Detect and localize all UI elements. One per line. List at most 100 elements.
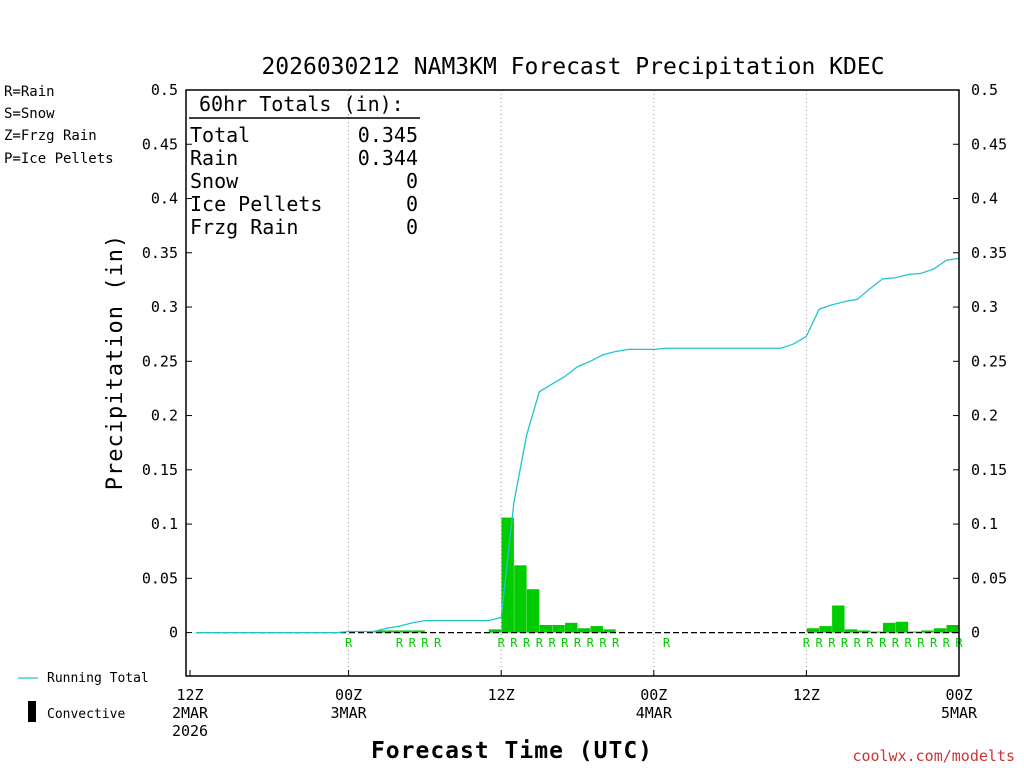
x-tick-label-0-2: 2026 xyxy=(172,722,208,740)
y-tick-label-left-6: 0.3 xyxy=(151,298,178,316)
precip-bar-9 xyxy=(552,624,565,633)
precip-bar-3 xyxy=(412,630,425,633)
precip-bar-23 xyxy=(921,630,934,633)
precip-type-mark-26: R xyxy=(930,636,938,650)
precip-type-mark-21: R xyxy=(866,636,874,650)
y-tick-label-right-1: 0.05 xyxy=(971,569,1007,587)
precip-bar-4 xyxy=(488,629,502,633)
precip-bar-0 xyxy=(374,630,387,633)
precip-bar-7 xyxy=(526,589,540,633)
y-tick-label-right-4: 0.2 xyxy=(971,407,998,425)
y-tick-label-left-5: 0.25 xyxy=(142,352,178,370)
y-tick-label-right-7: 0.35 xyxy=(971,244,1007,262)
precip-bar-18 xyxy=(857,630,870,633)
precip-type-mark-8: R xyxy=(536,636,544,650)
precip-type-mark-25: R xyxy=(917,636,925,650)
y-tick-label-left-8: 0.4 xyxy=(151,190,178,208)
x-tick-label-3-1: 4MAR xyxy=(636,704,673,722)
precip-bar-15 xyxy=(819,626,832,633)
y-tick-label-left-9: 0.45 xyxy=(142,135,178,153)
precip-type-mark-14: R xyxy=(612,636,620,650)
precip-type-mark-11: R xyxy=(574,636,582,650)
precip-type-mark-16: R xyxy=(803,636,811,650)
totals-frzg-label: Frzg Rain xyxy=(190,215,298,239)
y-tick-label-left-3: 0.15 xyxy=(142,461,178,479)
precip-bar-11 xyxy=(577,628,591,633)
totals-snow-value: 0 xyxy=(406,169,418,193)
convective-legend-label: Convective xyxy=(47,707,125,722)
convective-legend-swatch xyxy=(28,701,36,722)
precip-type-mark-10: R xyxy=(561,636,569,650)
x-tick-label-4-0: 12Z xyxy=(793,686,820,704)
y-tick-label-right-9: 0.45 xyxy=(971,135,1007,153)
precip-type-mark-27: R xyxy=(943,636,951,650)
precip-bar-1 xyxy=(387,630,400,633)
precip-type-mark-5: R xyxy=(498,636,506,650)
totals-total-label: Total xyxy=(190,123,250,147)
precip-type-mark-2: R xyxy=(409,636,417,650)
totals-box: 60hr Totals (in): Total 0.345 Rain 0.344… xyxy=(189,92,420,239)
precip-type-mark-12: R xyxy=(587,636,595,650)
y-tick-label-right-0: 0 xyxy=(971,624,980,642)
x-tick-label-0-1: 2MAR xyxy=(172,704,209,722)
y-tick-label-right-5: 0.25 xyxy=(971,352,1007,370)
precip-type-mark-22: R xyxy=(879,636,887,650)
precip-bar-17 xyxy=(844,629,858,633)
precip-type-mark-4: R xyxy=(434,636,442,650)
x-tick-label-3-0: 00Z xyxy=(640,686,667,704)
x-tick-label-2-0: 12Z xyxy=(488,686,515,704)
precip-type-mark-15: R xyxy=(663,636,671,650)
y-tick-label-left-10: 0.5 xyxy=(151,81,178,99)
y-tick-label-right-8: 0.4 xyxy=(971,190,998,208)
y-tick-label-left-2: 0.1 xyxy=(151,515,178,533)
y-tick-label-right-3: 0.15 xyxy=(971,461,1007,479)
x-tick-label-0-0: 12Z xyxy=(176,686,203,704)
x-tick-label-5-1: 5MAR xyxy=(941,704,978,722)
y-tick-label-right-10: 0.5 xyxy=(971,81,998,99)
precip-bar-16 xyxy=(832,605,845,633)
totals-ice-value: 0 xyxy=(406,192,418,216)
precip-bar-20 xyxy=(882,622,896,633)
precip-bar-14 xyxy=(806,628,820,633)
y-tick-label-left-4: 0.2 xyxy=(151,407,178,425)
precip-bar-24 xyxy=(933,628,947,633)
legend-frzg-rain: Z=Frzg Rain xyxy=(4,128,97,144)
x-tick-label-5-0: 00Z xyxy=(945,686,972,704)
legend-rain: R=Rain xyxy=(4,84,55,100)
precip-bar-12 xyxy=(590,626,603,633)
legend-ice-pellets: P=Ice Pellets xyxy=(4,151,114,167)
precip-type-mark-20: R xyxy=(854,636,862,650)
precip-bar-13 xyxy=(603,629,616,633)
precip-type-mark-3: R xyxy=(421,636,429,650)
running-total-legend-label: Running Total xyxy=(47,671,149,686)
x-axis-label: Forecast Time (UTC) xyxy=(371,738,653,764)
precip-type-mark-19: R xyxy=(841,636,849,650)
y-ticks: 0 00.05 0.050.1 0.10.15 0.150.2 0.20.25 0.250.… xyxy=(142,81,1007,642)
precip-type-mark-24: R xyxy=(905,636,913,650)
precip-bar-25 xyxy=(946,624,959,633)
totals-heading: 60hr Totals (in): xyxy=(199,92,404,116)
totals-frzg-value: 0 xyxy=(406,215,418,239)
precip-bar-8 xyxy=(539,624,553,633)
y-tick-label-left-1: 0.05 xyxy=(142,569,178,587)
totals-ice-label: Ice Pellets xyxy=(190,192,322,216)
running-total-line xyxy=(196,257,960,634)
running-total-series xyxy=(196,257,960,634)
plot-frame xyxy=(185,89,960,677)
precip-type-mark-23: R xyxy=(892,636,900,650)
totals-snow-label: Snow xyxy=(190,169,239,193)
precip-type-mark-18: R xyxy=(828,636,836,650)
precip-type-mark-6: R xyxy=(510,636,518,650)
precip-type-mark-9: R xyxy=(548,636,556,650)
precip-type-mark-7: R xyxy=(523,636,531,650)
totals-rain-label: Rain xyxy=(190,146,238,170)
y-axis-label: Precipitation (in) xyxy=(103,234,128,490)
precip-bar-10 xyxy=(565,622,578,633)
precip-type-mark-17: R xyxy=(815,636,823,650)
x-tick-label-1-1: 3MAR xyxy=(331,704,368,722)
bars xyxy=(374,517,959,633)
grid-lines xyxy=(348,90,807,676)
precip-bar-2 xyxy=(399,630,413,633)
